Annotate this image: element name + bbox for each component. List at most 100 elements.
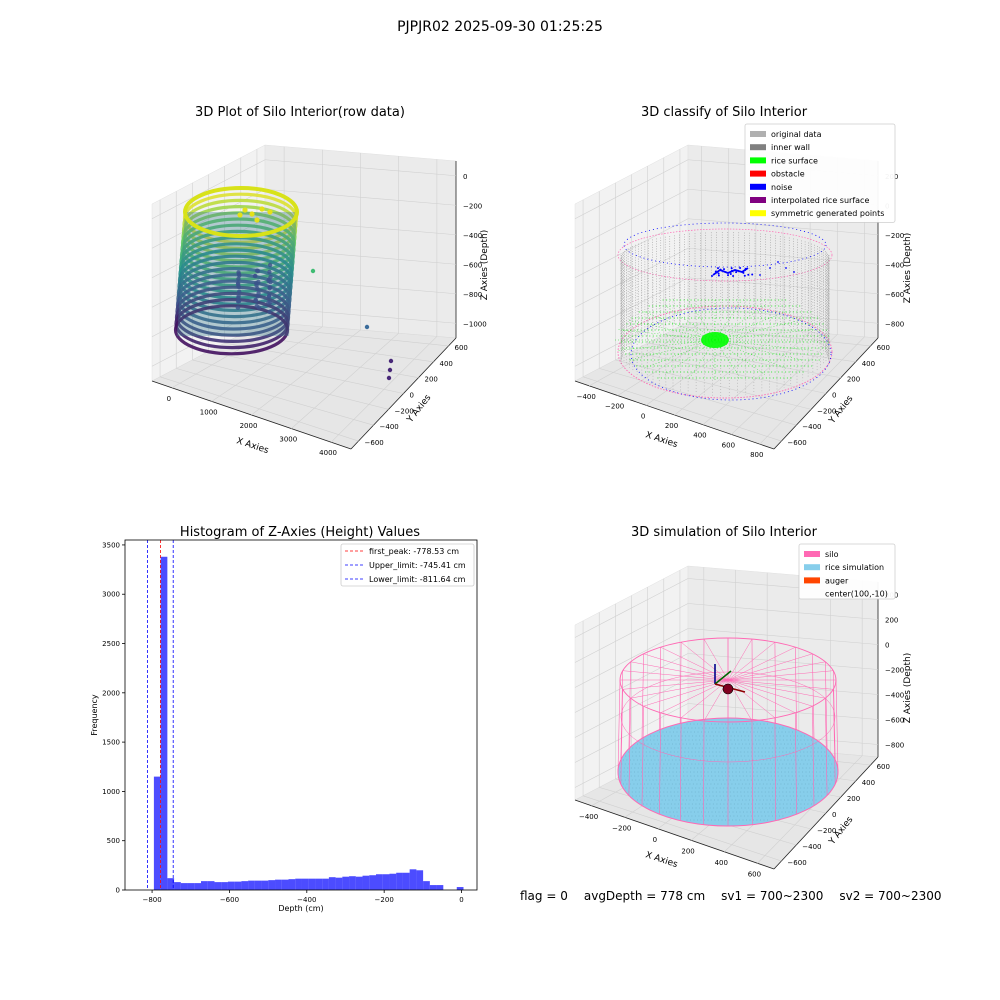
p4-y-tick: 600: [877, 763, 890, 771]
p1-grid-z: [264, 247, 457, 265]
histogram-y-tick-label: 3000: [102, 591, 120, 599]
p4-grid-z: [687, 603, 879, 620]
noise-point: [723, 268, 725, 271]
noise-point: [717, 267, 719, 270]
noise-point: [729, 273, 732, 275]
silo-roof-spoke: [680, 642, 729, 681]
silo-wall-line: [812, 706, 815, 806]
histogram-bar: [362, 875, 370, 890]
noise-point: [735, 271, 738, 274]
p1-x-tick: 2000: [240, 422, 258, 430]
noise-point: [785, 267, 787, 269]
p2-legend-swatch: [750, 183, 766, 190]
silo-roof-spoke: [680, 679, 729, 718]
histogram-bar: [349, 876, 356, 890]
cloud-inner-point: [236, 276, 241, 281]
panel4-legend: silo rice simulation auger center(100,-10): [798, 543, 896, 600]
p4-y-tick: 200: [847, 795, 860, 803]
status-footer: flag = 0 avgDepth = 778 cm sv1 = 700~2300 s…: [520, 889, 942, 903]
histogram-bar: [174, 882, 181, 890]
p2-z-tick: −400: [885, 261, 904, 269]
histogram-bar: [180, 883, 188, 890]
silo-roof-spoke: [660, 679, 729, 714]
p2-y-tick: 0: [832, 392, 836, 400]
sv1-text: sv1 = 700~2300: [721, 889, 824, 903]
p4-y-tick: 400: [862, 779, 875, 787]
p1-grid-z: [264, 188, 457, 206]
histogram-frame: [124, 539, 478, 891]
sv2-text: sv2 = 700~2300: [839, 889, 942, 903]
noise-point: [744, 267, 747, 270]
p2-grid-z: [574, 247, 689, 308]
histogram-bar: [214, 882, 222, 890]
p2-legend-swatch: [750, 197, 766, 203]
p2-y-tick: −400: [802, 423, 821, 431]
p1-y-tick: −600: [365, 439, 384, 447]
rice-surface-ray: [618, 329, 716, 341]
silo-roof-spoke: [703, 638, 729, 681]
histogram-bar: [248, 880, 255, 890]
p2-y-tick: 600: [877, 344, 890, 352]
histogram-bar: [160, 556, 168, 890]
silo-wall-line: [833, 670, 836, 761]
histogram-bar: [429, 885, 437, 890]
p2-grid-z: [687, 277, 879, 295]
cloud-outlier-point: [310, 268, 316, 274]
histogram-bar: [328, 877, 336, 890]
p1-x-tick: 3000: [279, 436, 297, 444]
panel4-z-label: Z Axies (Depth): [903, 653, 913, 724]
cloud-inner-point: [235, 305, 241, 310]
histogram-bar: [389, 873, 397, 890]
p4-grid-z: [574, 603, 689, 663]
cloud-inner-point: [267, 309, 272, 315]
histogram-bar: [254, 880, 262, 890]
histogram-y-tick-label: 3500: [102, 541, 120, 549]
cloud-inner-point: [253, 273, 258, 279]
p1-z-tick: −1000: [463, 320, 487, 328]
histogram-bars: [153, 556, 464, 890]
cloud-inner-point: [256, 291, 261, 296]
noise-point: [747, 273, 750, 276]
p4-x-tick: −200: [612, 824, 631, 832]
p2-grid-z: [574, 306, 689, 367]
p4-x-tick: 0: [653, 836, 657, 844]
silo-roof-spoke: [727, 679, 776, 718]
histogram-bar: [221, 882, 228, 890]
histogram-bar: [194, 883, 202, 890]
p2-grid-z: [687, 218, 879, 236]
panel1-x-label: X Axies: [235, 436, 270, 456]
histogram-bar: [167, 878, 175, 890]
p2-x-tick: 600: [722, 441, 735, 449]
histogram-bar: [423, 881, 430, 890]
p4-grid-z: [574, 653, 689, 713]
silo-roof-spoke: [727, 679, 834, 690]
silo-roof-spoke: [643, 679, 729, 707]
panel2-x-label: X Axies: [644, 430, 679, 450]
silo-roof-spoke: [727, 679, 796, 714]
p2-z-tick: −200: [885, 232, 904, 240]
panel1-x-ticks: 0 1000 2000 3000 4000: [167, 395, 337, 457]
silo-wall-line: [679, 717, 682, 821]
silo-wall-line: [751, 720, 753, 825]
p4-grid-z: [687, 653, 879, 670]
histogram-bar: [234, 881, 242, 890]
noise-point: [719, 268, 722, 271]
p1-grid-z: [264, 277, 457, 295]
p4-legend-box: [798, 543, 896, 600]
silo-wall-line: [812, 653, 815, 739]
cloud-inner-point: [267, 262, 273, 268]
rice-surface-ray: [644, 311, 716, 341]
p2-legend-swatch: [750, 170, 766, 177]
p1-grid-y: [192, 359, 389, 410]
p1-y-tick: 200: [425, 376, 438, 384]
p2-y-tick: −200: [817, 407, 836, 415]
p1-y-tick: −400: [380, 423, 399, 431]
histogram-bar: [308, 878, 316, 890]
p2-grid-z: [574, 188, 689, 249]
silo-roof-spoke: [630, 661, 729, 681]
silo-wall-line: [617, 679, 621, 773]
p4-x-tick: 200: [681, 847, 694, 855]
p2-legend-label: noise: [771, 183, 792, 192]
